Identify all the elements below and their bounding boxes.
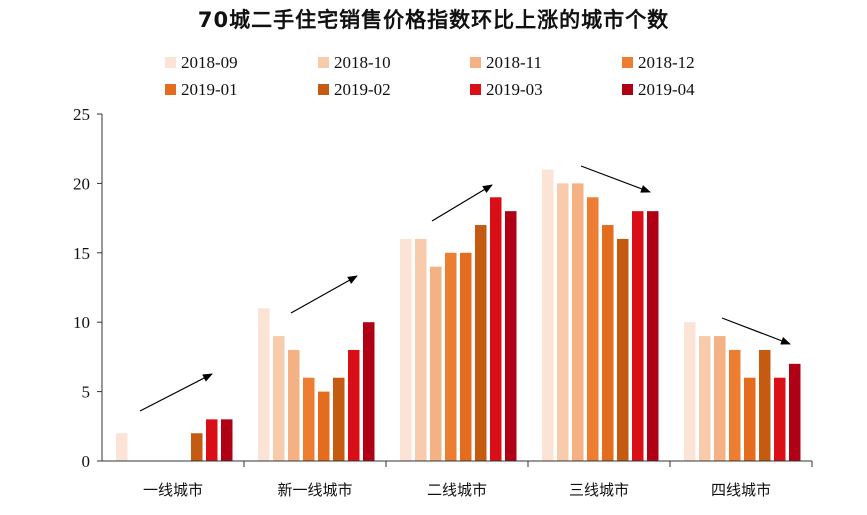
y-tick-label: 10 <box>73 313 90 332</box>
chart-title: 70城二手住宅销售价格指数环比上涨的城市个数 <box>197 8 670 32</box>
x-category-label: 二线城市 <box>427 481 487 499</box>
legend-swatch <box>165 57 176 68</box>
x-category-label: 一线城市 <box>143 481 203 499</box>
trend-arrow <box>290 275 358 314</box>
bar <box>221 419 233 461</box>
legend: 2018-09 2018-10 2018-11 2018-12 2019-01 2019-… <box>165 53 695 99</box>
bar <box>647 211 659 461</box>
bar <box>475 225 487 461</box>
bar <box>632 211 644 461</box>
legend-swatch <box>470 84 481 95</box>
bar <box>602 225 614 461</box>
bar <box>116 433 128 461</box>
bar <box>505 211 517 461</box>
trend-arrows <box>139 165 791 412</box>
x-category-label: 四线城市 <box>711 481 771 499</box>
y-tick-label: 25 <box>73 105 90 124</box>
bar <box>288 349 300 461</box>
bar <box>348 349 360 461</box>
legend-label: 2018-12 <box>638 53 695 72</box>
bar <box>759 349 771 461</box>
legend-swatch <box>318 57 329 68</box>
bar <box>789 363 801 461</box>
legend-label: 2019-04 <box>638 80 695 99</box>
bars-group <box>116 169 801 461</box>
bar <box>430 266 442 461</box>
y-tick-label: 5 <box>82 383 91 402</box>
y-tick-label: 20 <box>73 174 90 193</box>
bar <box>729 349 741 461</box>
trend-arrow <box>139 373 213 412</box>
legend-label: 2018-11 <box>486 53 542 72</box>
trend-arrow <box>721 317 791 345</box>
legend-label: 2019-03 <box>486 80 543 99</box>
legend-label: 2018-10 <box>334 53 391 72</box>
bar <box>400 238 412 461</box>
bar <box>587 197 599 461</box>
legend-swatch <box>318 84 329 95</box>
bar <box>460 252 472 461</box>
trend-arrow <box>580 165 651 193</box>
bar <box>363 322 375 461</box>
trend-arrow <box>431 184 493 222</box>
axes-group: 0 5 10 15 20 25 一线城市 新一线城市 二线城市 三线城市 四线城市 <box>73 105 813 499</box>
bar <box>318 391 330 461</box>
bar <box>744 377 756 461</box>
legend-swatch <box>470 57 481 68</box>
y-tick-label: 15 <box>73 244 90 263</box>
bar <box>542 169 554 461</box>
legend-swatch <box>622 57 633 68</box>
bar <box>684 322 696 461</box>
bar <box>415 238 427 461</box>
bar <box>191 433 203 461</box>
x-category-label: 三线城市 <box>569 481 629 499</box>
bar <box>445 252 457 461</box>
y-tick-label: 0 <box>82 452 91 471</box>
legend-swatch <box>165 84 176 95</box>
x-category-label: 新一线城市 <box>277 481 352 499</box>
bar <box>617 238 629 461</box>
legend-swatch <box>622 84 633 95</box>
legend-label: 2019-01 <box>181 80 238 99</box>
bar <box>714 336 726 461</box>
bar <box>490 197 502 461</box>
legend-label: 2019-02 <box>334 80 391 99</box>
bar <box>699 336 711 461</box>
bar <box>333 377 345 461</box>
bar <box>557 183 569 461</box>
bar <box>273 336 285 461</box>
bar <box>572 183 584 461</box>
bar <box>206 419 218 461</box>
legend-label: 2018-09 <box>181 53 238 72</box>
bar <box>774 377 786 461</box>
bar <box>258 308 270 461</box>
bar <box>303 377 315 461</box>
